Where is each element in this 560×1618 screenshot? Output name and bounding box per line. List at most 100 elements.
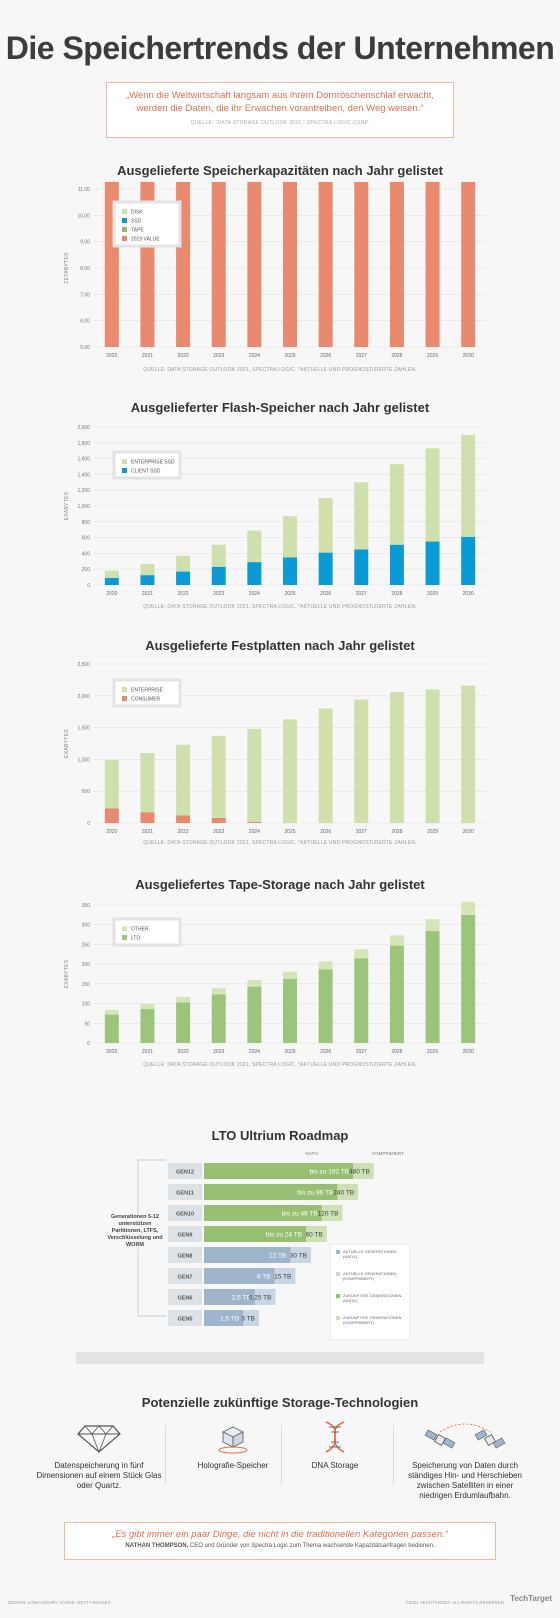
y-tick-label: 0 [87,821,90,827]
x-tick-label: 2022 [178,829,189,835]
quote-author: NATHAN THOMPSON, [125,1543,189,1549]
lto-gen-label-bg [168,1226,202,1242]
x-tick-label: 2021 [142,1049,153,1055]
lto-native-value: bis zu 192 TB [309,1169,349,1176]
bar-client-ssd [211,566,226,585]
legend-box [112,450,182,480]
lto-col-native: NATIV [306,1151,319,1156]
techtarget-logo: TechTarget [510,1594,552,1603]
x-tick-label: 2024 [249,353,260,359]
x-tick-label: 2024 [249,591,260,597]
bar-enterprise-ssd [211,544,226,567]
legend-swatch [122,468,127,473]
lto-title: LTO Ultrium Roadmap [211,1128,349,1143]
lto-legend-swatch [336,1294,340,1298]
x-tick-label: 2021 [142,353,153,359]
lto-bar-native [204,1247,291,1263]
tech-label-dna: DNA Storage [311,1461,359,1470]
quote-author-desc: CEO und Gründer von Spectra Logic zum Th… [188,1543,435,1549]
lto-gen-label-bg [168,1247,202,1263]
footer-copyright: ©2021 TECHTARGET. ALL RIGHTS RESERVED [405,1600,504,1605]
lto-bar-native [204,1184,338,1200]
y-tick-label: 1,500 [77,726,90,732]
y-tick-label: 300 [82,923,91,929]
x-tick-label: 2028 [391,829,402,835]
legend-swatch [122,926,127,931]
lto-gen-label: GEN6 [178,1296,193,1302]
bar-enterprise [140,753,155,813]
bar-client-ssd [461,536,476,585]
legend-label: SSD [131,219,142,225]
intro-quote-box: „Wenn die Weltwirtschaft langsam aus ihr… [106,82,454,138]
tech-label-glass: Datenspeicherung in fünf Dimensionen auf… [36,1461,162,1490]
lto-col-compressed: KOMPRIMIERT [372,1151,404,1156]
lto-native-value: 2.5 TB [232,1295,251,1302]
bar-client-ssd [354,549,369,585]
x-tick-label: 2024 [249,1049,260,1055]
bar-2019-value [318,182,333,347]
legend-swatch [122,227,127,232]
chart-hdd: 0 500 1,000 1,500 2,000 2,500 EXABYTES 2020 2021… [64,662,486,835]
lto-native-value: 1.5 TB [220,1316,239,1323]
bar-enterprise [354,699,369,823]
x-tick-label: 2020 [106,591,117,597]
chart-source-hdd: QUELLE: DATA STORAGE OUTLOOK 2021, SPECT… [143,840,417,846]
bar-other [211,988,226,995]
legend-label: TAPE [131,228,144,234]
bar-lto [425,931,440,1043]
bar-enterprise-ssd [176,555,191,572]
y-tick-label: 200 [82,567,91,573]
legend-label: 2019 VALUE [131,237,160,243]
legend-label: ENTERPRISE [131,688,164,694]
y-tick-label: 400 [82,551,91,557]
legend-label: ENTERPRISE SSD [131,460,175,466]
bar-lto [247,986,262,1043]
y-axis-label: EXABYTES [64,959,70,988]
lto-native-value: bis zu 24 TB [266,1232,302,1239]
lto-compressed-value: 15 TB [274,1274,291,1281]
y-tick-label: 500 [82,789,91,795]
divider [393,1425,394,1485]
x-tick-label: 2020 [106,1049,117,1055]
bar-enterprise-ssd [354,482,369,550]
lto-gen-label: GEN7 [178,1275,193,1281]
y-tick-label: 0 [87,1041,90,1047]
lto-compressed-value: 3 TB [241,1316,255,1323]
y-tick-label: 0 [87,583,90,589]
x-tick-label: 2023 [213,591,224,597]
x-tick-label: 2029 [427,591,438,597]
x-tick-label: 2022 [178,1049,189,1055]
lto-bar-native [204,1163,354,1179]
bar-consumer [104,808,119,823]
bar-enterprise-ssd [247,530,262,563]
y-axis-label: ZETABYTES [64,252,70,284]
y-tick-label: 2,000 [77,425,90,431]
x-tick-label: 2030 [463,591,474,597]
bar-lto [461,914,476,1043]
bar-2019-value [425,182,440,347]
bar-lto [389,945,404,1043]
intro-quote-source: QUELLE: “DATA STORAGE OUTLOOK 2021,” SPE… [190,120,370,126]
y-tick-label: 200 [82,962,91,968]
lto-compressed-value: 120 TB [318,1211,339,1218]
bar-enterprise-ssd [140,564,155,576]
lto-compressed-value: 30 TB [290,1253,307,1260]
y-tick-label: 6.00 [80,319,90,325]
y-tick-label: 7.00 [80,292,90,298]
bar-other [247,979,262,987]
intro-quote: „Wenn die Weltwirtschaft langsam aus ihr… [126,90,434,114]
bar-lto [318,969,333,1043]
bar-other [354,949,369,959]
y-tick-label: 150 [82,982,91,988]
diamond-icon [77,1425,121,1454]
bar-lto [354,958,369,1043]
lto-legend-label: ZUKÜNFTIGE GENERATIONEN (NATIV) [343,1293,401,1303]
satellite-icon [424,1423,506,1449]
bar-consumer [176,815,191,823]
bar-enterprise [461,685,476,823]
lto-side-note: Generationen 5-12 unterstützen Partition… [104,1214,166,1249]
lto-compressed-value: 480 TB [349,1169,370,1176]
lto-gen-label-bg [168,1289,202,1305]
x-tick-label: 2030 [463,1049,474,1055]
lto-gen-label: GEN10 [176,1212,194,1218]
